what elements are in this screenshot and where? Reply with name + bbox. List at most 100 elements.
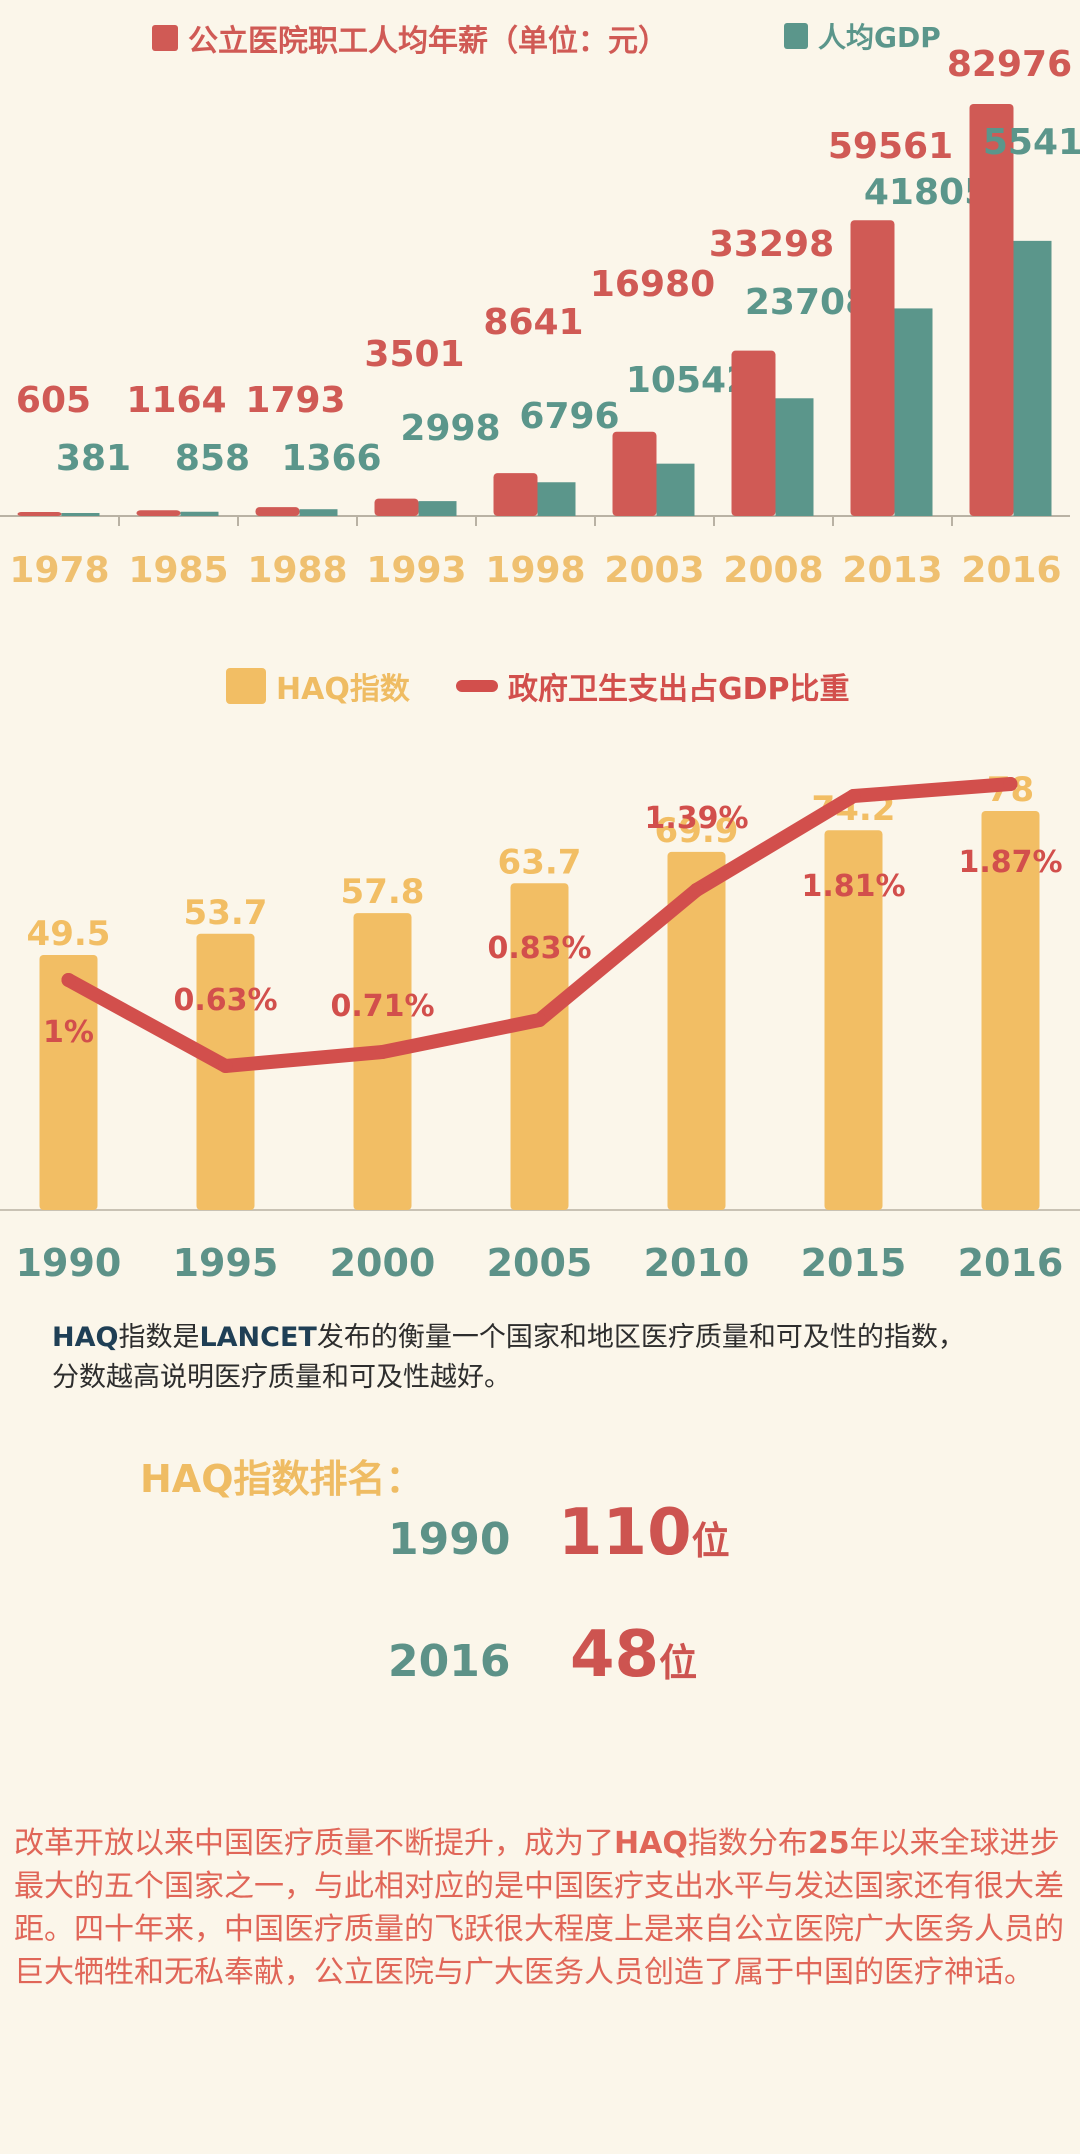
gdp-bar <box>656 463 695 516</box>
salary-gdp-bar-chart: 605 381 1978 1164 858 1985 1793 1366 1988 3501 299… <box>0 44 1080 591</box>
ranking-title: HAQ指数排名： <box>140 1457 424 1501</box>
salary-legend-label: 公立医院职工人均年薪（单位：元） <box>188 24 668 59</box>
gov-share-value-label: 0.71% <box>330 989 434 1024</box>
x-tick-label: 2016 <box>961 550 1061 591</box>
x-tick-label: 1998 <box>485 550 585 591</box>
gdp-bar <box>894 308 933 516</box>
legend-gdp: 人均GDP <box>784 16 941 56</box>
gdp-bar <box>537 482 576 516</box>
haq-value-label: 53.7 <box>184 893 268 933</box>
haq-bar <box>510 883 569 1210</box>
ranking-suffix: 位 <box>659 1641 698 1685</box>
x-tick-label: 2000 <box>330 1241 436 1285</box>
legend-salary: 公立医院职工人均年薪（单位：元） <box>152 16 668 60</box>
x-tick-label: 2005 <box>487 1241 593 1285</box>
gov-share-value-label: 1.87% <box>958 845 1062 880</box>
x-tick-label: 2016 <box>958 1241 1064 1285</box>
salary-bar <box>17 512 62 516</box>
para-haq: HAQ <box>614 1826 688 1861</box>
x-tick-label: 1993 <box>366 550 466 591</box>
haq-note: HAQ指数是LANCET发布的衡量一个国家和地区医疗质量和可及性的指数， 分数越… <box>52 1318 1042 1398</box>
gov-share-point <box>689 883 704 897</box>
ranking-number: 48 <box>570 1618 660 1692</box>
gdp-bar <box>180 511 219 516</box>
gov-share-point <box>1003 777 1018 791</box>
gdp-value-label: 6796 <box>519 396 619 437</box>
note-mid: 指数是 <box>118 1322 200 1353</box>
gov-share-value-label: 1% <box>43 1015 94 1050</box>
gov-share-point <box>532 1013 547 1027</box>
salary-value-label: 8641 <box>483 302 583 343</box>
gdp-bar <box>418 501 457 516</box>
haq-value-label: 74.2 <box>812 789 896 829</box>
x-tick-label: 2015 <box>801 1241 907 1285</box>
note-line-1: HAQ指数是LANCET发布的衡量一个国家和地区医疗质量和可及性的指数， <box>52 1318 1042 1358</box>
gdp-value-label: 381 <box>56 438 131 479</box>
salary-bar <box>612 431 657 516</box>
legend-haq: HAQ指数 <box>226 664 410 708</box>
x-tick-label: 2010 <box>644 1241 750 1285</box>
gov-share-value-label: 0.63% <box>173 983 277 1018</box>
ranking-row-2016: 2016 48 位 <box>388 1618 697 1692</box>
salary-value-label: 16980 <box>590 264 715 305</box>
salary-bar <box>850 220 895 516</box>
salary-legend-swatch <box>152 25 178 51</box>
salary-value-label: 59561 <box>828 126 953 167</box>
gdp-value-label: 2998 <box>400 408 500 449</box>
salary-value-label: 82976 <box>947 44 1072 85</box>
x-tick-label: 2003 <box>604 550 704 591</box>
salary-bar <box>969 104 1014 516</box>
salary-bar <box>255 507 300 516</box>
gdp-legend-label: 人均GDP <box>818 21 941 54</box>
gov-share-line <box>61 777 1018 1073</box>
x-tick-label: 1985 <box>128 550 228 591</box>
gdp-bar <box>1013 240 1052 516</box>
gdp-legend-swatch <box>784 23 808 49</box>
gov-share-value-label: 1.81% <box>801 869 905 904</box>
haq-bar <box>39 955 98 1210</box>
ranking-year: 2016 <box>388 1636 511 1687</box>
summary-paragraph: 改革开放以来中国医疗质量不断提升，成为了HAQ指数分布25年以来全球进步最大的五… <box>14 1822 1066 1994</box>
x-tick-label: 1990 <box>16 1241 122 1285</box>
haq-legend-swatch <box>226 668 266 704</box>
gdp-value-label: 858 <box>175 438 250 479</box>
note-line-2: 分数越高说明医疗质量和可及性越好。 <box>52 1362 511 1393</box>
note-lancet: LANCET <box>199 1322 317 1353</box>
salary-bar <box>136 510 181 516</box>
gov-share-legend-swatch <box>456 680 498 692</box>
legend-gov-share: 政府卫生支出占GDP比重 <box>456 664 850 708</box>
ranking-suffix: 位 <box>691 1519 730 1563</box>
haq-value-label: 49.5 <box>27 914 111 954</box>
gdp-bar <box>299 509 338 516</box>
gov-share-point <box>61 973 76 987</box>
gov-share-point <box>218 1059 233 1073</box>
gdp-bar <box>61 513 100 516</box>
salary-bar <box>374 498 419 516</box>
gdp-bar <box>775 398 814 516</box>
salary-bar <box>731 350 776 516</box>
salary-value-label: 1793 <box>245 380 345 421</box>
haq-bar <box>196 933 255 1210</box>
x-tick-label: 1995 <box>173 1241 279 1285</box>
x-tick-label: 1988 <box>247 550 347 591</box>
gdp-value-label: 41805 <box>864 172 989 213</box>
haq-legend-label: HAQ指数 <box>276 672 410 707</box>
x-tick-label: 2008 <box>723 550 823 591</box>
gdp-value-label: 23708 <box>745 282 870 323</box>
haq-value-label: 78 <box>987 770 1034 810</box>
haq-value-label: 63.7 <box>498 842 582 882</box>
x-tick-label: 2013 <box>842 550 942 591</box>
note-haq: HAQ <box>52 1322 119 1353</box>
salary-value-label: 3501 <box>364 334 464 375</box>
gdp-value-label: 1366 <box>281 438 381 479</box>
salary-bar <box>493 473 538 516</box>
para-part-1: 改革开放以来中国医疗质量不断提升，成为了 <box>14 1826 614 1861</box>
gov-share-value-label: 0.83% <box>487 931 591 966</box>
x-tick-label: 1978 <box>9 550 109 591</box>
gov-share-value-label: 1.39% <box>644 801 748 836</box>
para-25: 25 <box>807 1826 850 1861</box>
haq-value-label: 57.8 <box>341 872 425 912</box>
haq-bar <box>981 811 1040 1210</box>
haq-bar <box>667 851 726 1210</box>
